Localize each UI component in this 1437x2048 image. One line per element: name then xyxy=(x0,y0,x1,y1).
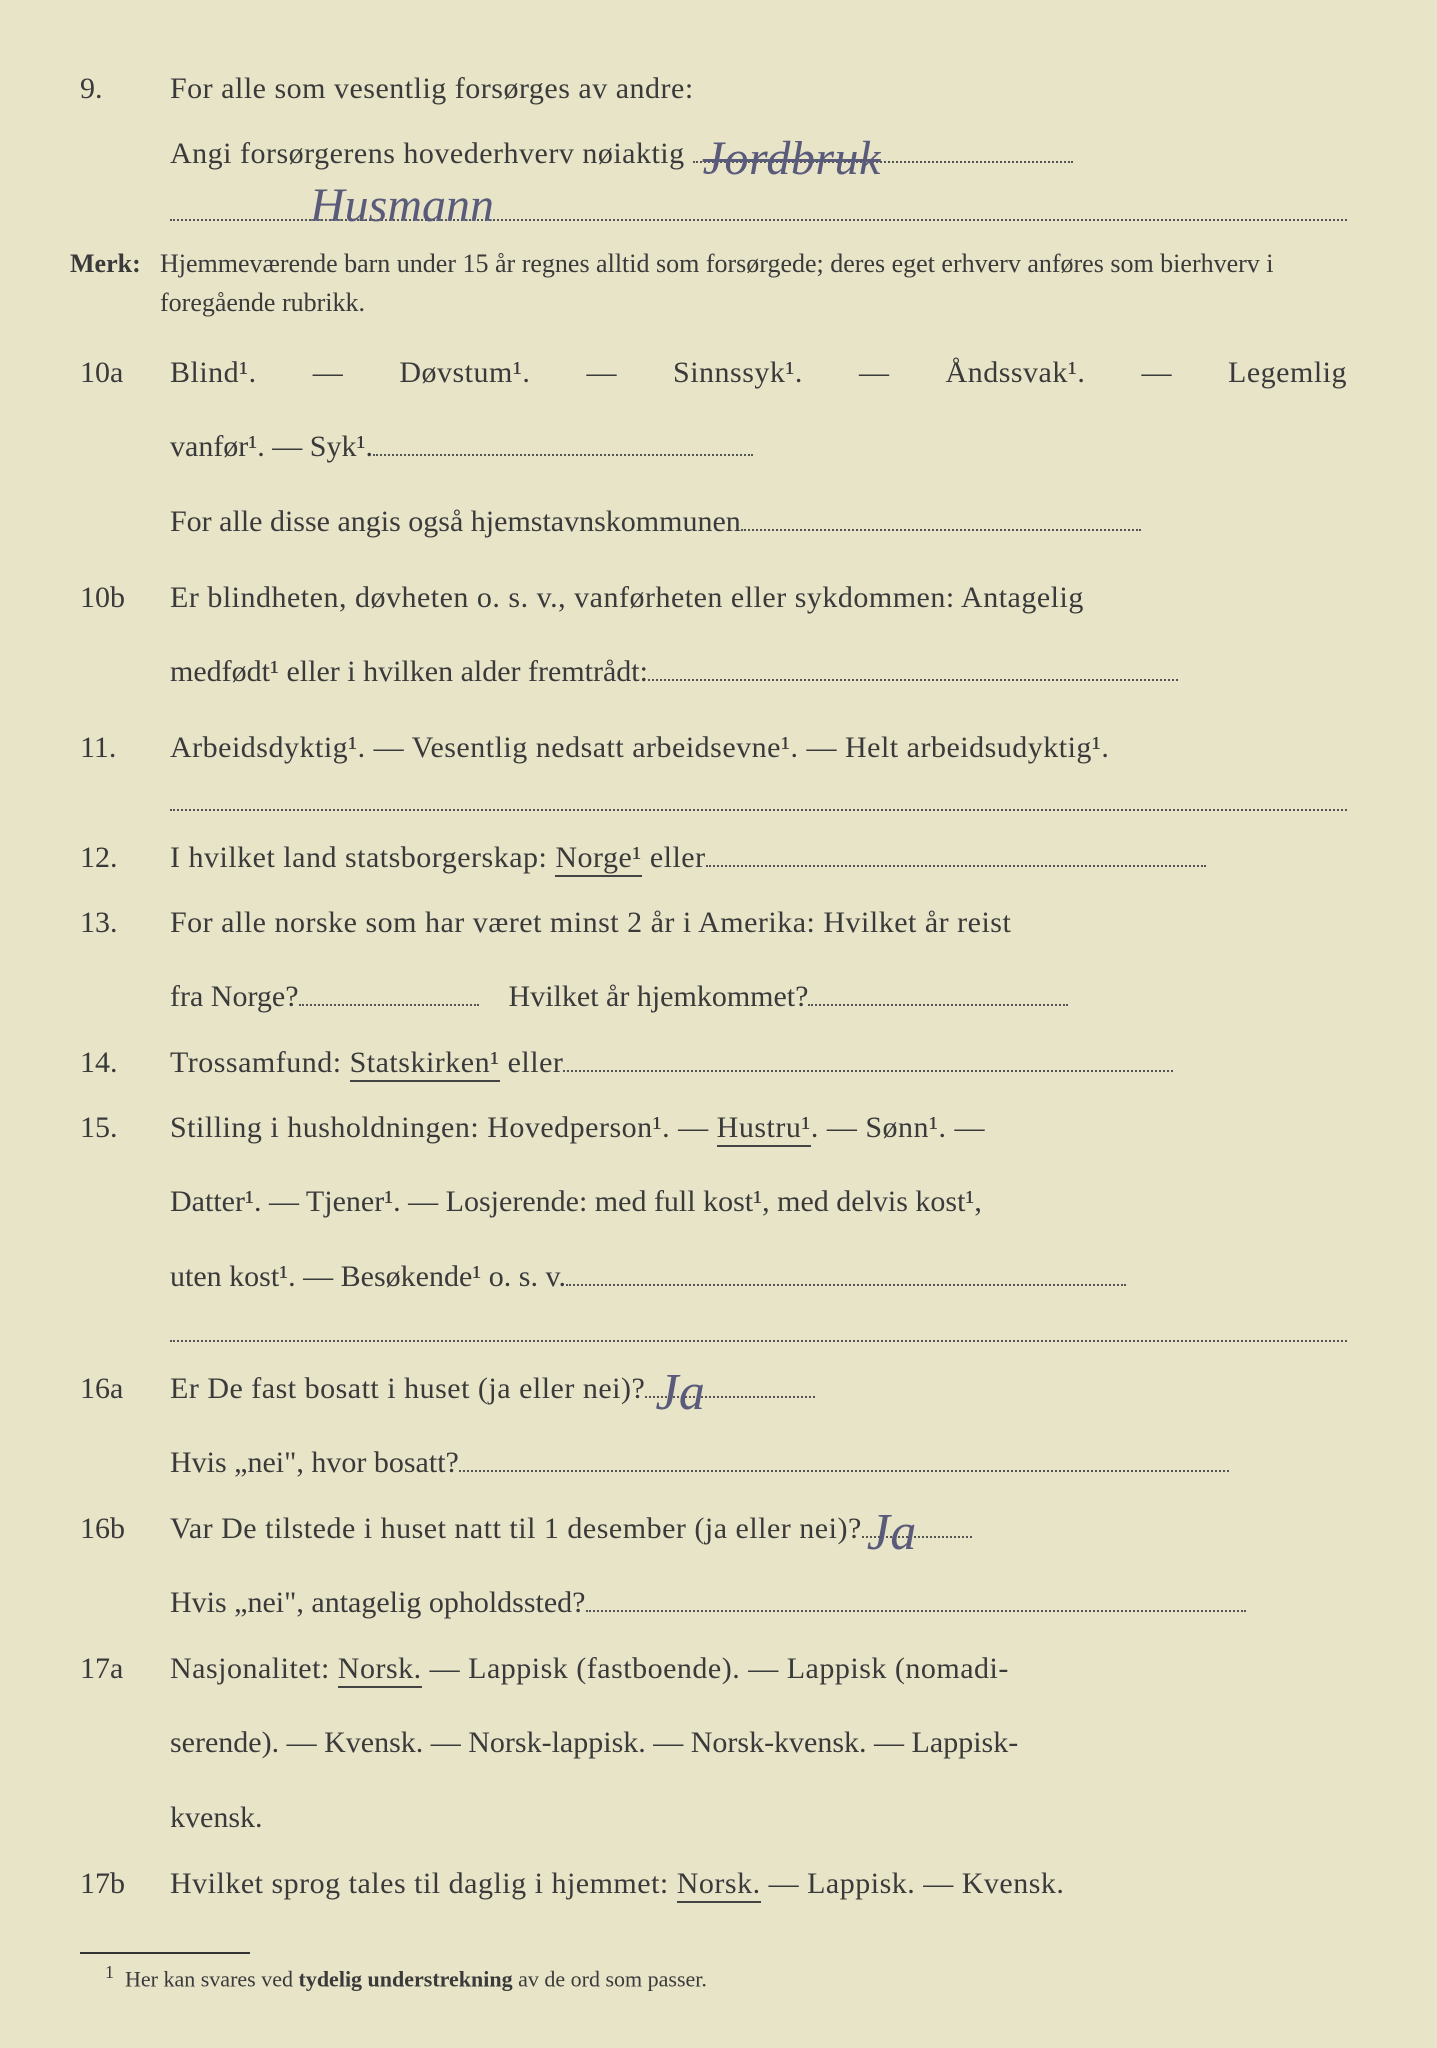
q13-line2: fra Norge? Hvilket år hjemkommet? xyxy=(170,959,1347,1034)
q10a-line1: Blind¹.— Døvstum¹.— Sinnssyk¹.— Åndssvak… xyxy=(170,344,1347,401)
question-12: 12. I hvilket land statsborgerskap: Norg… xyxy=(70,829,1347,886)
q15-line1: Stilling i husholdningen: Hovedperson¹. … xyxy=(170,1099,1347,1156)
q10b-line2: medfødt¹ eller i hvilken alder fremtrådt… xyxy=(170,634,1347,709)
q16a-answer: Ja xyxy=(655,1344,705,1443)
q10a-line3: For alle disse angis også hjemstavnskomm… xyxy=(170,484,1347,559)
question-10a: 10a Blind¹.— Døvstum¹.— Sinnssyk¹.— Ånds… xyxy=(70,344,1347,401)
merk-text: Hjemmeværende barn under 15 år regnes al… xyxy=(160,244,1347,322)
q10a-line2: vanfør¹. — Syk¹. xyxy=(170,409,1347,484)
q10b-line1: Er blindheten, døvheten o. s. v., vanfør… xyxy=(170,569,1347,626)
q15-fill xyxy=(170,1314,1347,1342)
q14-text: Trossamfund: Statskirken¹ eller xyxy=(170,1034,1347,1091)
q9-fill-1: Jordbruk xyxy=(693,131,1073,163)
q12-text: I hvilket land statsborgerskap: Norge¹ e… xyxy=(170,829,1347,886)
q16b-number: 16b xyxy=(70,1500,170,1557)
question-11: 11. Arbeidsdyktig¹. — Vesentlig nedsatt … xyxy=(70,719,1347,776)
question-10b: 10b Er blindheten, døvheten o. s. v., va… xyxy=(70,569,1347,626)
q10a-number: 10a xyxy=(70,344,170,401)
q9-line2: Angi forsørgerens hovederhverv nøiaktig … xyxy=(170,125,1347,182)
q15-line3: uten kost¹. — Besøkende¹ o. s. v. xyxy=(170,1239,1347,1314)
footnote: 1 Her kan svares ved tydelig understrekn… xyxy=(70,1962,1347,1992)
q17b-text: Hvilket sprog tales til daglig i hjemmet… xyxy=(170,1855,1347,1912)
q12-number: 12. xyxy=(70,829,170,886)
question-14: 14. Trossamfund: Statskirken¹ eller xyxy=(70,1034,1347,1091)
q15-line2: Datter¹. — Tjener¹. — Losjerende: med fu… xyxy=(170,1164,1347,1239)
q11-number: 11. xyxy=(70,719,170,776)
q16b-text: Var De tilstede i huset natt til 1 desem… xyxy=(170,1500,1347,1557)
q16b-answer: Ja xyxy=(867,1484,917,1583)
merk-label: Merk: xyxy=(70,239,160,288)
q13-number: 13. xyxy=(70,894,170,951)
question-17a: 17a Nasjonalitet: Norsk. — Lappisk (fast… xyxy=(70,1640,1347,1697)
q16a-text: Er De fast bosatt i huset (ja eller nei)… xyxy=(170,1360,1347,1417)
q9-handwriting-2: Husmann xyxy=(310,178,494,233)
q9-number: 9. xyxy=(70,60,170,117)
q11-fill xyxy=(170,784,1347,812)
q16a-line2: Hvis „nei", hvor bosatt? xyxy=(170,1425,1347,1500)
q13-text: For alle norske som har været minst 2 år… xyxy=(170,894,1347,951)
footnote-rule xyxy=(80,1952,250,1954)
merk-note: Merk: Hjemmeværende barn under 15 år reg… xyxy=(70,239,1347,322)
question-17b: 17b Hvilket sprog tales til daglig i hje… xyxy=(70,1855,1347,1912)
q10b-number: 10b xyxy=(70,569,170,626)
q15-number: 15. xyxy=(70,1099,170,1156)
q17a-line1: Nasjonalitet: Norsk. — Lappisk (fastboen… xyxy=(170,1640,1347,1697)
question-16a: 16a Er De fast bosatt i huset (ja eller … xyxy=(70,1360,1347,1417)
question-13: 13. For alle norske som har været minst … xyxy=(70,894,1347,951)
q11-text: Arbeidsdyktig¹. — Vesentlig nedsatt arbe… xyxy=(170,719,1347,776)
q9-line1: For alle som vesentlig forsørges av andr… xyxy=(170,60,1347,117)
census-form-page: 9. For alle som vesentlig forsørges av a… xyxy=(0,0,1437,2048)
q17b-number: 17b xyxy=(70,1855,170,1912)
q16b-line2: Hvis „nei", antagelig opholdssted? xyxy=(170,1565,1347,1640)
q17a-number: 17a xyxy=(70,1640,170,1697)
q14-number: 14. xyxy=(70,1034,170,1091)
question-9: 9. For alle som vesentlig forsørges av a… xyxy=(70,60,1347,117)
q9-fill-2: Husmann xyxy=(170,190,1347,221)
question-16b: 16b Var De tilstede i huset natt til 1 d… xyxy=(70,1500,1347,1557)
q17a-line2: serende). — Kvensk. — Norsk-lappisk. — N… xyxy=(170,1705,1347,1780)
q16a-number: 16a xyxy=(70,1360,170,1417)
q17a-line3: kvensk. xyxy=(170,1780,1347,1855)
question-15: 15. Stilling i husholdningen: Hovedperso… xyxy=(70,1099,1347,1156)
question-9-line2: Angi forsørgerens hovederhverv nøiaktig … xyxy=(70,125,1347,182)
